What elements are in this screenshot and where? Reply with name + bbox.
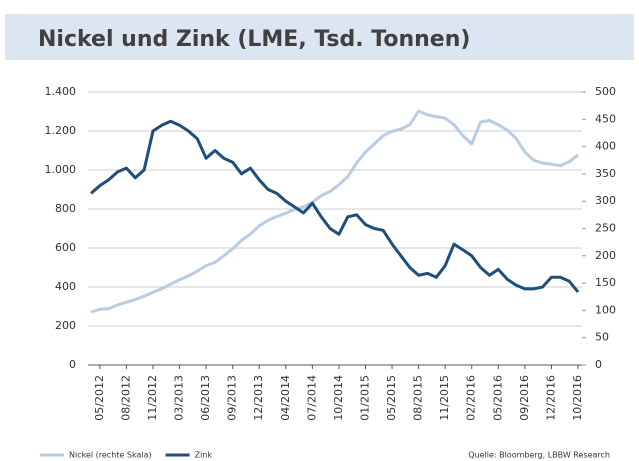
y2-tick-label: 500 (595, 85, 616, 98)
x-tick-label: 07/2014 (305, 375, 318, 421)
y2-tick-label: 300 (595, 194, 616, 207)
x-tick-label: 05/2012 (93, 375, 106, 421)
y-tick-label: 400 (55, 280, 76, 293)
y-tick-label: 1.000 (45, 163, 77, 176)
y2-tick-label: 200 (595, 249, 616, 262)
x-tick-label: 05/2015 (385, 375, 398, 421)
x-tick-label: 01/2015 (358, 375, 371, 421)
y2-tick-label: 250 (595, 222, 616, 235)
y2-tick-label: 350 (595, 167, 616, 180)
y-tick-label: 800 (55, 202, 76, 215)
x-tick-label: 10/2016 (571, 375, 584, 421)
y-tick-label: 200 (55, 319, 76, 332)
x-tick-label: 04/2014 (279, 375, 292, 421)
y2-tick-label: 400 (595, 140, 616, 153)
y2-tick-label: 100 (595, 303, 616, 316)
x-tick-label: 10/2014 (332, 375, 345, 421)
title-band (5, 14, 634, 60)
line-series (90, 109, 579, 314)
y-tick-label: 1.200 (45, 124, 77, 137)
x-tick-label: 09/2016 (518, 375, 531, 421)
legend-label: Zink (195, 451, 213, 460)
x-tick-label: 08/2012 (119, 375, 132, 421)
x-tick-label: 11/2012 (146, 375, 159, 421)
line-series (90, 119, 580, 293)
x-tick-label: 08/2015 (412, 375, 425, 421)
y-tick-label: 600 (55, 241, 76, 254)
y2-tick-label: 0 (595, 358, 602, 371)
y-tick-label: 0 (69, 358, 76, 371)
legend-label: Nickel (rechte Skala) (69, 451, 152, 460)
x-tick-label: 12/2013 (252, 375, 265, 421)
chart-title: Nickel und Zink (LME, Tsd. Tonnen) (38, 27, 470, 52)
x-tick-label: 09/2013 (226, 375, 239, 421)
x-tick-label: 03/2013 (173, 375, 186, 421)
y2-tick-label: 150 (595, 276, 616, 289)
x-tick-label: 02/2016 (465, 375, 478, 421)
y2-tick-label: 50 (595, 331, 609, 344)
x-tick-label: 05/2016 (491, 375, 504, 421)
x-tick-label: 12/2016 (544, 375, 557, 421)
source: Quelle: Bloomberg, LBBW Research (468, 451, 610, 460)
x-tick-label: 11/2015 (438, 375, 451, 421)
y-tick-label: 1.400 (45, 85, 77, 98)
y2-tick-label: 450 (595, 112, 616, 125)
x-tick-label: 06/2013 (199, 375, 212, 421)
